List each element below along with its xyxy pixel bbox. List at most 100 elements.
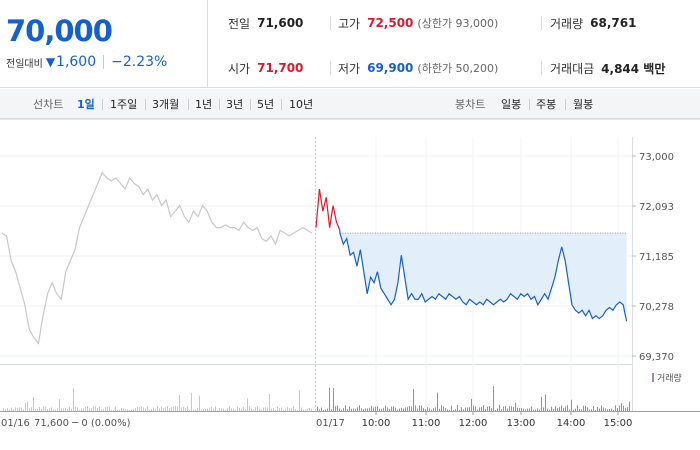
volume-bar [183,406,184,411]
volume-bar [501,408,502,411]
candle-daily[interactable]: 일봉 [501,98,522,111]
volume-bar [451,405,452,411]
volume-bar [381,408,382,411]
period-5y[interactable]: 5년 [257,98,275,111]
volume-bar [485,408,486,411]
divider [529,99,530,110]
volume-bar [305,409,306,411]
volume-bar [349,406,350,411]
candle-weekly[interactable]: 주봉 [536,98,557,111]
volume-bar [39,406,40,411]
volume-bar [135,408,136,411]
volume-bar [413,389,414,411]
volume-bar [469,407,470,411]
period-3m[interactable]: 3개월 [152,98,180,111]
candle-monthly[interactable]: 월봉 [573,98,594,111]
volume-bar [19,407,20,411]
volume-bar [229,406,230,411]
volume-bar [621,403,622,411]
volume-bar [57,408,58,411]
volume-bar [249,406,250,411]
volume-bar [47,409,48,411]
volume-bar [239,407,240,411]
volume-bar [261,409,262,411]
volume-bar [461,407,462,411]
volume-bar [27,401,28,411]
period-10y[interactable]: 10년 [289,98,314,111]
volume-bar [321,407,322,411]
x-time-label: 14:00 [557,418,586,429]
volume-bar [497,408,498,411]
divider [250,99,251,110]
volume-bar [69,407,70,411]
volume-bar [579,408,580,411]
volume-bar [175,406,176,411]
volume-bar [159,408,160,411]
volume-bar [151,408,152,411]
volume-bar [549,409,550,411]
x-time-label: 10:00 [362,418,391,429]
volume-bar [169,408,170,411]
volume-bar [147,406,148,411]
volume-bar [319,409,320,411]
volume-bar [297,409,298,411]
volume-bar [157,406,158,411]
period-1y[interactable]: 1년 [195,98,213,111]
volume-bar [77,407,78,411]
volume-bar [81,408,82,411]
volume-bar [439,408,440,411]
volume-bar [527,408,528,411]
today-down-line [339,230,628,322]
volume-bar [303,409,304,411]
volume-bar [405,407,406,411]
volume-bar [499,405,500,411]
volume-bar [609,409,610,411]
volume-bar [205,409,206,411]
volume-bar [79,409,80,411]
volume-bar [447,409,448,411]
volume-bar [285,408,286,411]
volume-bar [233,408,234,411]
volume-bar [195,409,196,411]
volume-bar [241,408,242,411]
volume-bar [589,409,590,411]
volume-bar [363,409,364,411]
stat-volume: 거래량 68,761 [550,14,636,32]
stat-value: 4,844 백만 [601,61,666,76]
period-1w[interactable]: 1주일 [110,98,138,111]
volume-bar [265,407,266,411]
volume-bar [209,407,210,411]
volume-bar [575,408,576,411]
period-3y[interactable]: 3년 [226,98,244,111]
volume-bar [511,406,512,411]
volume-bar [601,405,602,411]
candle-chart-label: 봉차트 [455,98,486,111]
volume-bar [269,394,270,411]
volume-bar [325,409,326,411]
divider [102,99,103,110]
volume-bar [331,409,332,411]
volume-bar [503,406,504,411]
volume-bar [623,405,624,411]
period-1d[interactable]: 1일 [77,98,95,111]
divider [330,61,331,75]
volume-bar [329,387,330,411]
volume-bar [525,409,526,411]
volume-bar [473,405,474,411]
divider [565,99,566,110]
divider [330,16,331,30]
volume-bar [587,407,588,411]
volume-bar [145,408,146,411]
volume-bar [591,409,592,411]
volume-bar [217,409,218,411]
volume-bar [441,405,442,411]
volume-bar [281,407,282,411]
volume-bar [275,409,276,411]
volume-bar [553,409,554,411]
volume-bar [15,407,16,411]
volume-bar [427,407,428,411]
volume-bar [13,408,14,411]
volume-bar [351,408,352,411]
volume-bar [101,408,102,411]
x-date-label: 01/16 [1,418,30,429]
